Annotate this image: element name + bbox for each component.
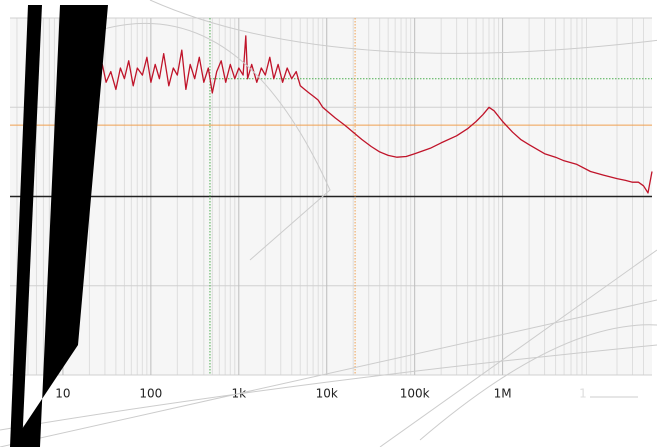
x-tick-label: 10k: [316, 387, 338, 401]
overlay-shape: [10, 5, 42, 447]
overlay-shape: [10, 5, 108, 447]
tick-labels: 10 100 1k 10k 100k 1M: [55, 387, 511, 401]
x-tick-label: 1M: [494, 387, 512, 401]
reference-lines: [10, 18, 652, 375]
x-tick-label: 100k: [400, 387, 430, 401]
annotation: 1: [579, 387, 587, 401]
series: [97, 35, 653, 194]
x-tick-label: 100: [139, 387, 162, 401]
series-line: [97, 35, 653, 194]
x-tick-label: 10: [55, 387, 70, 401]
